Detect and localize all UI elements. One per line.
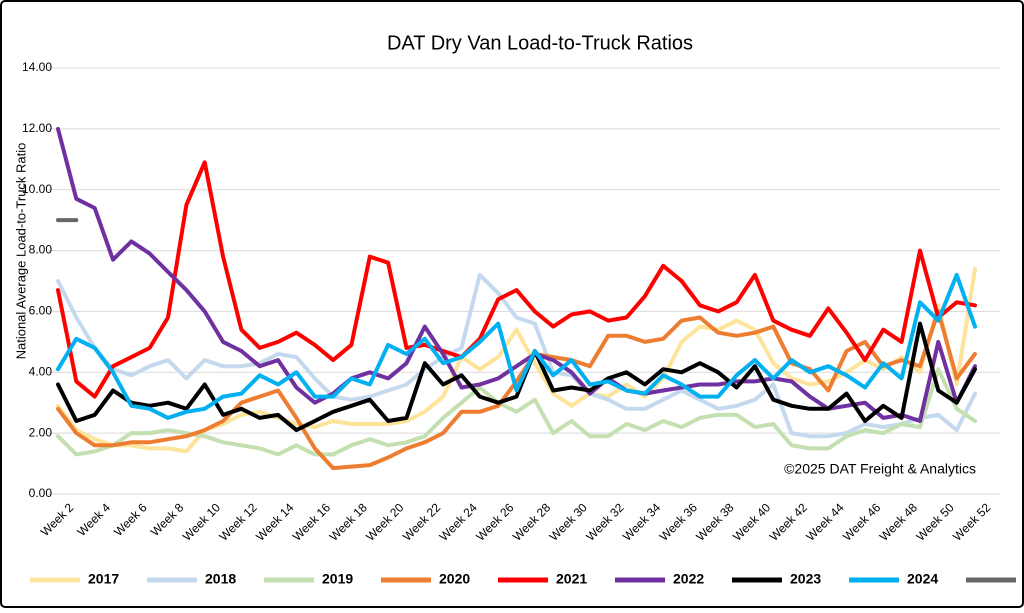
- legend-label: 2017: [88, 571, 119, 587]
- y-tick-label: 4.00: [29, 364, 53, 378]
- legend-label: 2019: [322, 571, 353, 587]
- legend-label: 2023: [790, 571, 821, 587]
- legend-label: 2022: [673, 571, 704, 587]
- series-line: [56, 367, 977, 457]
- y-tick-label: 12.00: [22, 121, 52, 135]
- y-tick-label: 14.00: [22, 60, 52, 74]
- series-line: [56, 160, 977, 399]
- series-line: [56, 309, 977, 471]
- series-line: [56, 272, 977, 439]
- series-line: [56, 126, 977, 423]
- series-line: [56, 272, 977, 420]
- y-axis-label: National Average Load-to-Truck Ratio: [13, 143, 28, 360]
- legend-label: 2021: [556, 571, 587, 587]
- legend-label: 2020: [439, 571, 470, 587]
- legend-label: 2018: [205, 571, 236, 587]
- chart-title: DAT Dry Van Load-to-Truck Ratios: [387, 32, 693, 54]
- y-tick-label: 8.00: [29, 243, 53, 257]
- y-tick-label: 6.00: [29, 304, 53, 318]
- series-line: [56, 321, 977, 433]
- legend-label: 2024: [907, 571, 938, 587]
- y-tick-label: 2.00: [29, 425, 53, 439]
- y-tick-label: 0.00: [29, 486, 53, 500]
- y-tick-label: 10.00: [22, 182, 52, 196]
- annotation: ©2025 DAT Freight & Analytics: [784, 461, 976, 477]
